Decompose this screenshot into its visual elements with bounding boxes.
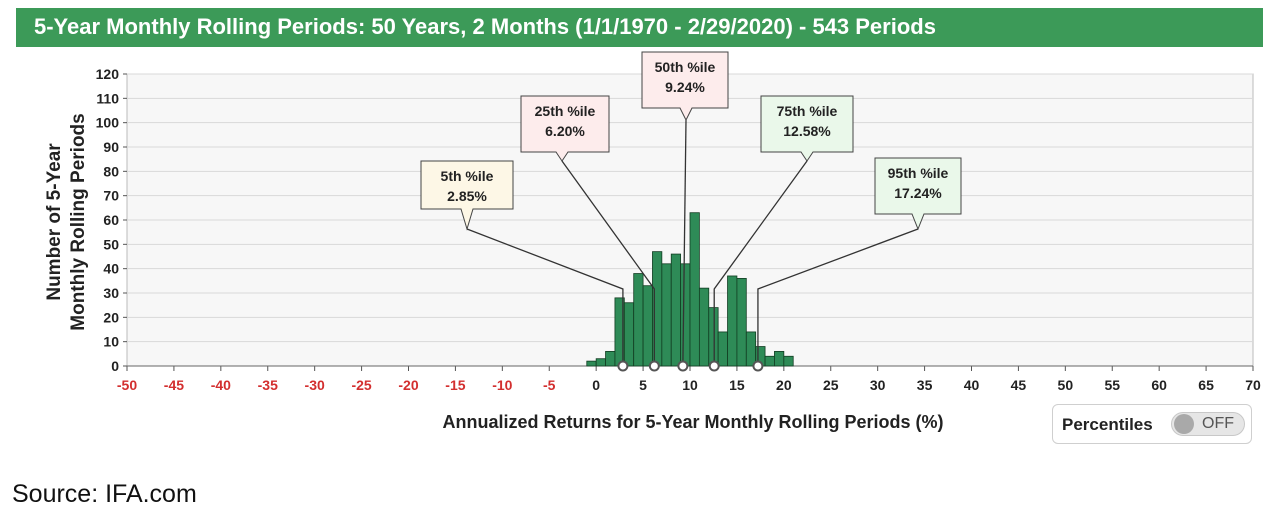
histogram-bar xyxy=(595,358,606,367)
percentile-leader-line xyxy=(466,228,624,366)
histogram-bar xyxy=(745,331,757,367)
percentile-value: 12.58% xyxy=(783,123,831,139)
x-tick-label: -35 xyxy=(258,377,278,393)
x-tick-label: 10 xyxy=(682,377,698,393)
chart-title: 5-Year Monthly Rolling Periods: 50 Years… xyxy=(34,14,936,39)
toggle-state-text: OFF xyxy=(1202,415,1234,432)
histogram-bar xyxy=(708,307,719,367)
y-tick-label: 60 xyxy=(103,212,119,228)
x-axis-label: Annualized Returns for 5-Year Monthly Ro… xyxy=(442,412,943,432)
y-axis-label-line: Number of 5-Year xyxy=(44,143,65,301)
percentile-callout-box xyxy=(760,95,854,162)
y-tick-label: 80 xyxy=(103,163,119,179)
y-tick-label: 40 xyxy=(103,261,119,277)
percentile-label: 50th %ile xyxy=(655,59,716,75)
x-tick-label: 40 xyxy=(964,377,980,393)
percentile-leader-line xyxy=(757,228,919,366)
x-tick-label: -45 xyxy=(164,377,184,393)
histogram-bar xyxy=(774,350,785,367)
percentile-leader-line xyxy=(561,160,655,366)
percentile-value: 17.24% xyxy=(894,185,942,201)
histogram-bar xyxy=(642,285,653,367)
x-tick-label: -15 xyxy=(445,377,465,393)
x-tick-label: 70 xyxy=(1245,377,1261,393)
percentiles-toggle[interactable]: OFF xyxy=(1171,412,1245,436)
x-tick-label: 5 xyxy=(639,377,647,393)
histogram-bar xyxy=(698,287,710,367)
y-tick-label: 120 xyxy=(96,66,120,82)
x-tick-label: -30 xyxy=(305,377,325,393)
x-tick-label: 60 xyxy=(1151,377,1167,393)
percentile-marker[interactable] xyxy=(708,360,720,372)
histogram-bar xyxy=(727,275,738,367)
histogram-bar xyxy=(764,355,775,367)
percentile-marker[interactable] xyxy=(677,360,689,372)
histogram-bar xyxy=(736,277,747,367)
source-caption: Source: IFA.com xyxy=(12,480,197,508)
x-tick-label: 50 xyxy=(1058,377,1074,393)
percentile-callout-box xyxy=(641,51,729,122)
y-tick-label: 30 xyxy=(103,285,119,301)
percentile-label: 5th %ile xyxy=(441,168,494,184)
percentile-leader-line xyxy=(713,160,808,366)
histogram-bar xyxy=(783,355,794,367)
x-tick-label: 65 xyxy=(1198,377,1214,393)
x-tick-label: 25 xyxy=(823,377,839,393)
percentile-marker[interactable] xyxy=(617,360,629,372)
x-tick-label: 15 xyxy=(729,377,745,393)
percentile-marker[interactable] xyxy=(752,360,764,372)
x-tick-label: -5 xyxy=(543,377,556,393)
percentiles-toggle-label: Percentiles xyxy=(1062,415,1153,434)
histogram-bar xyxy=(661,263,672,367)
percentile-leader-line xyxy=(682,119,687,367)
y-tick-label: 50 xyxy=(103,236,119,252)
percentile-label: 75th %ile xyxy=(777,103,838,119)
x-tick-label: -50 xyxy=(117,377,137,393)
percentiles-toggle-panel: Percentiles OFF xyxy=(1052,404,1252,444)
y-tick-label: 10 xyxy=(103,334,119,350)
y-tick-label: 70 xyxy=(103,188,119,204)
percentile-label: 95th %ile xyxy=(888,165,949,181)
percentile-label: 25th %ile xyxy=(535,103,596,119)
histogram-bar xyxy=(689,212,700,367)
x-tick-label: -25 xyxy=(351,377,371,393)
percentile-marker[interactable] xyxy=(648,360,660,372)
y-tick-label: 90 xyxy=(103,139,119,155)
x-tick-label: -40 xyxy=(211,377,231,393)
percentile-value: 9.24% xyxy=(665,79,705,95)
histogram-bar xyxy=(586,360,597,367)
histogram-bar xyxy=(623,302,635,367)
x-tick-label: 45 xyxy=(1011,377,1027,393)
x-tick-label: 0 xyxy=(592,377,600,393)
x-tick-label: -20 xyxy=(398,377,418,393)
y-tick-label: 110 xyxy=(96,90,119,106)
percentile-callout-box xyxy=(874,157,962,231)
x-tick-label: 35 xyxy=(917,377,933,393)
histogram-bar xyxy=(680,263,691,367)
histogram-bar xyxy=(633,273,644,367)
percentile-value: 2.85% xyxy=(447,188,487,204)
y-axis-label-line: Monthly Rolling Periods xyxy=(68,113,89,330)
y-axis-label: Number of 5-Year Monthly Rolling Periods xyxy=(44,113,89,330)
y-tick-label: 20 xyxy=(103,309,119,325)
x-tick-label: 20 xyxy=(776,377,792,393)
percentile-callout-box xyxy=(420,160,514,231)
histogram-bar xyxy=(717,331,728,367)
histogram-bar xyxy=(670,253,682,367)
x-tick-label: -10 xyxy=(492,377,512,393)
percentile-value: 6.20% xyxy=(545,123,585,139)
histogram-bar xyxy=(605,350,616,367)
toggle-knob-icon xyxy=(1174,414,1194,434)
x-tick-label: 55 xyxy=(1104,377,1120,393)
y-tick-label: 0 xyxy=(111,358,119,374)
percentile-callout-box xyxy=(520,95,610,162)
chart-header: 5-Year Monthly Rolling Periods: 50 Years… xyxy=(16,8,1263,47)
y-tick-label: 100 xyxy=(96,115,120,131)
x-tick-label: 30 xyxy=(870,377,886,393)
